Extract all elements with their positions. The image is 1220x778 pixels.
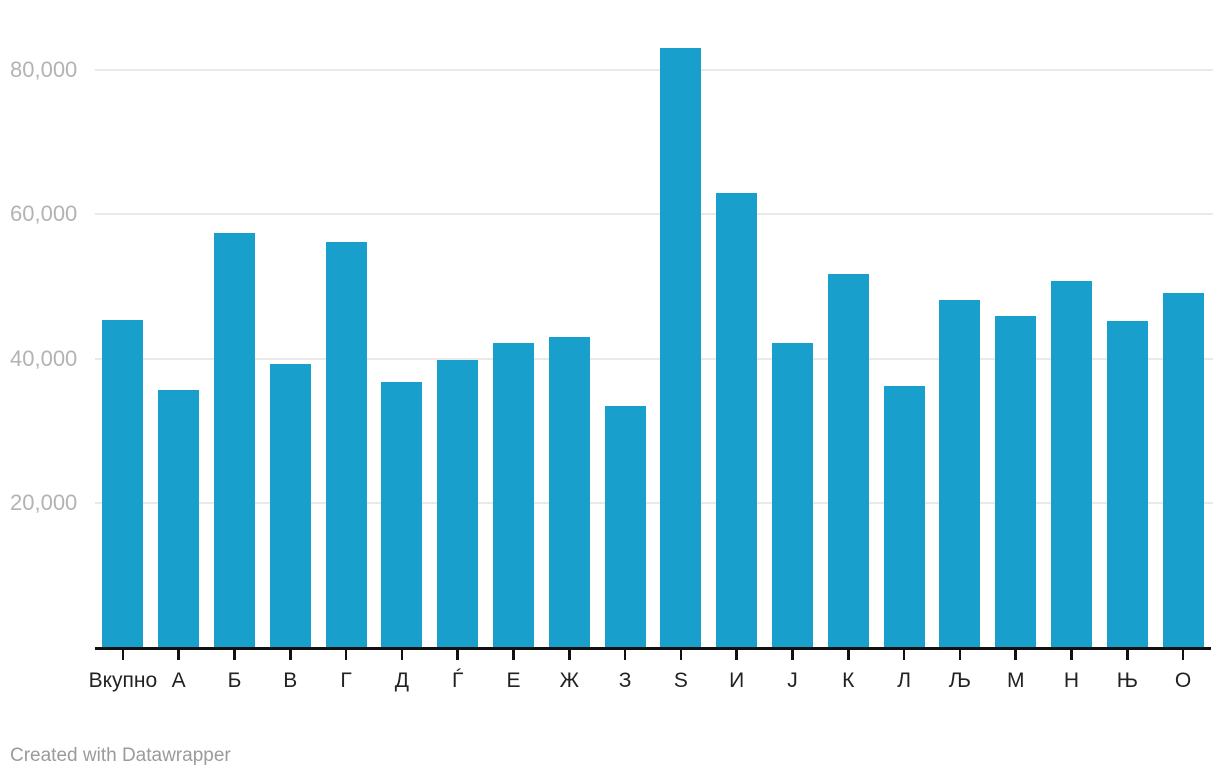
x-tick-label: Њ: [1116, 669, 1138, 692]
gridline: [95, 213, 1213, 216]
x-tick-label: Ѓ: [452, 669, 464, 692]
x-tick-label: Л: [897, 669, 911, 692]
bar-Е[interactable]: [493, 343, 534, 647]
gridline: [95, 357, 1213, 360]
bar-Ј[interactable]: [772, 343, 813, 647]
bar-А[interactable]: [158, 390, 200, 647]
x-axis-tick: [289, 649, 292, 660]
datawrapper-credit-link[interactable]: Created with Datawrapper: [10, 745, 231, 766]
x-axis-tick: [568, 649, 571, 660]
x-tick-label: Ѕ: [673, 669, 688, 692]
bar-Ж[interactable]: [548, 336, 590, 647]
x-axis-tick: [512, 649, 515, 660]
x-axis-tick: [1014, 649, 1017, 660]
bar-Ѕ[interactable]: [660, 47, 702, 647]
y-tick-label: 60,000: [10, 201, 78, 227]
x-tick-label: Н: [1063, 669, 1080, 692]
bar-К[interactable]: [827, 273, 869, 647]
x-tick-label: Љ: [948, 669, 971, 692]
y-tick-label: 80,000: [10, 57, 78, 83]
bar-Њ[interactable]: [1106, 321, 1148, 647]
x-axis-tick: [1070, 649, 1073, 660]
x-tick-label: Б: [227, 669, 242, 692]
x-axis-tick: [679, 649, 683, 660]
x-tick-label: И: [729, 669, 745, 692]
x-axis-tick: [233, 649, 236, 660]
bar-Д[interactable]: [381, 381, 423, 647]
x-axis-tick: [344, 649, 348, 660]
x-axis-tick: [121, 649, 125, 660]
x-axis-tick: [958, 649, 962, 660]
x-axis-tick: [735, 649, 738, 660]
x-tick-label: Е: [506, 669, 521, 692]
gridline: [95, 69, 1213, 72]
bar-Б[interactable]: [214, 233, 255, 647]
x-tick-label: З: [618, 669, 632, 692]
x-axis-tick: [847, 649, 850, 660]
x-tick-label: Ж: [559, 669, 579, 692]
x-tick-label: Вкупно: [88, 669, 158, 692]
bar-Ѓ[interactable]: [437, 360, 479, 647]
y-tick-label: 20,000: [10, 489, 78, 515]
bar-М[interactable]: [995, 316, 1037, 647]
y-tick-label: 40,000: [10, 345, 78, 371]
x-axis-baseline: [95, 647, 1211, 650]
x-tick-label: А: [171, 669, 186, 692]
bar-Н[interactable]: [1051, 281, 1092, 647]
x-tick-label: К: [842, 669, 855, 692]
x-tick-label: В: [283, 669, 298, 692]
x-tick-label: М: [1006, 669, 1025, 692]
x-axis-tick: [1181, 649, 1185, 660]
gridline: [95, 501, 1213, 504]
bar-И[interactable]: [716, 193, 758, 647]
bar-Вкупно[interactable]: [102, 319, 144, 647]
x-axis-tick: [791, 649, 794, 660]
bar-Г[interactable]: [325, 241, 367, 647]
x-axis-tick: [623, 649, 627, 660]
bar-О[interactable]: [1162, 292, 1204, 647]
x-tick-label: Г: [340, 669, 352, 692]
bar-З[interactable]: [604, 406, 646, 647]
x-axis-tick: [400, 649, 404, 660]
x-tick-label: Д: [394, 669, 409, 692]
x-tick-label: О: [1174, 669, 1192, 692]
x-axis-tick: [456, 649, 459, 660]
bar-Л[interactable]: [883, 385, 925, 647]
bar-В[interactable]: [269, 363, 311, 647]
x-axis-tick: [177, 649, 180, 660]
bar-Љ[interactable]: [939, 300, 981, 647]
x-tick-label: Ј: [787, 669, 798, 692]
x-axis-tick: [1126, 649, 1129, 660]
x-axis-tick: [902, 649, 906, 660]
